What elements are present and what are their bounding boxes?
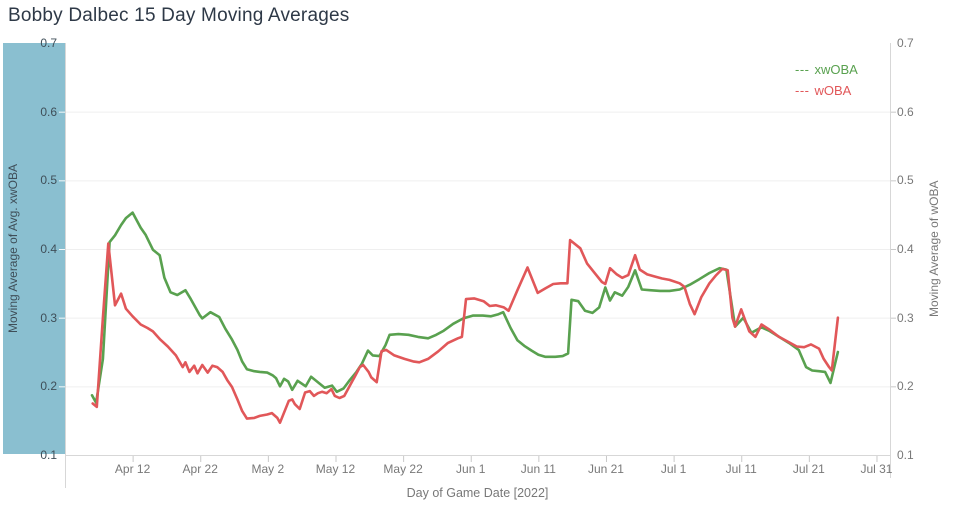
left-y-tick-label: 0.5 [40, 173, 57, 188]
line-woba[interactable] [91, 238, 840, 425]
x-axis-title: Day of Game Date [2022] [406, 486, 549, 500]
right-y-tick-label: 0.1 [897, 448, 914, 462]
left-y-tick-label: 0.4 [40, 242, 57, 256]
x-tick-label: Jul 31 [860, 462, 893, 476]
x-tick-label: Jul 1 [660, 462, 687, 476]
left-y-tick-label: 0.2 [40, 379, 57, 394]
x-tick-label: Jun 21 [587, 462, 624, 476]
legend-item-xwoba[interactable]: --- xwOBA [795, 59, 858, 80]
line-xwoba[interactable] [90, 211, 840, 405]
legend-item-woba[interactable]: --- wOBA [795, 80, 858, 101]
x-tick-label: Jul 21 [792, 462, 825, 476]
x-tick-label: May 12 [315, 462, 356, 476]
xwoba-dash-swatch: --- [795, 62, 810, 77]
x-tick-label: May 22 [383, 462, 423, 476]
x-tick-label: May 2 [251, 462, 285, 476]
left-y-tick-label: 0.1 [40, 448, 57, 462]
left-y-tick-label: 0.3 [40, 310, 57, 325]
legend-label-xwoba: xwOBA [814, 62, 858, 77]
page-title: Bobby Dalbec 15 Day Moving Averages [8, 5, 350, 26]
right-y-tick-label: 0.7 [897, 36, 914, 50]
legend-label-woba: wOBA [814, 83, 852, 98]
right-y-tick-label: 0.6 [897, 104, 914, 119]
woba-dash-swatch: --- [795, 83, 810, 98]
legend: --- xwOBA --- wOBA [795, 59, 858, 101]
x-tick-label: Jun 1 [456, 462, 486, 476]
right-y-tick-label: 0.4 [897, 242, 914, 256]
right-y-tick-label: 0.2 [897, 379, 914, 394]
x-tick-label: Jul 11 [725, 462, 757, 476]
x-tick-label: Apr 22 [182, 462, 218, 476]
right-y-tick-label: 0.3 [897, 310, 914, 325]
right-y-tick-label: 0.5 [897, 173, 914, 188]
left-axis-band [3, 43, 65, 454]
left-y-tick-label: 0.6 [40, 104, 57, 119]
left-y-tick-label: 0.7 [40, 36, 57, 50]
x-tick-label: Apr 12 [114, 462, 151, 476]
x-tick-label: Jun 11 [520, 462, 556, 476]
